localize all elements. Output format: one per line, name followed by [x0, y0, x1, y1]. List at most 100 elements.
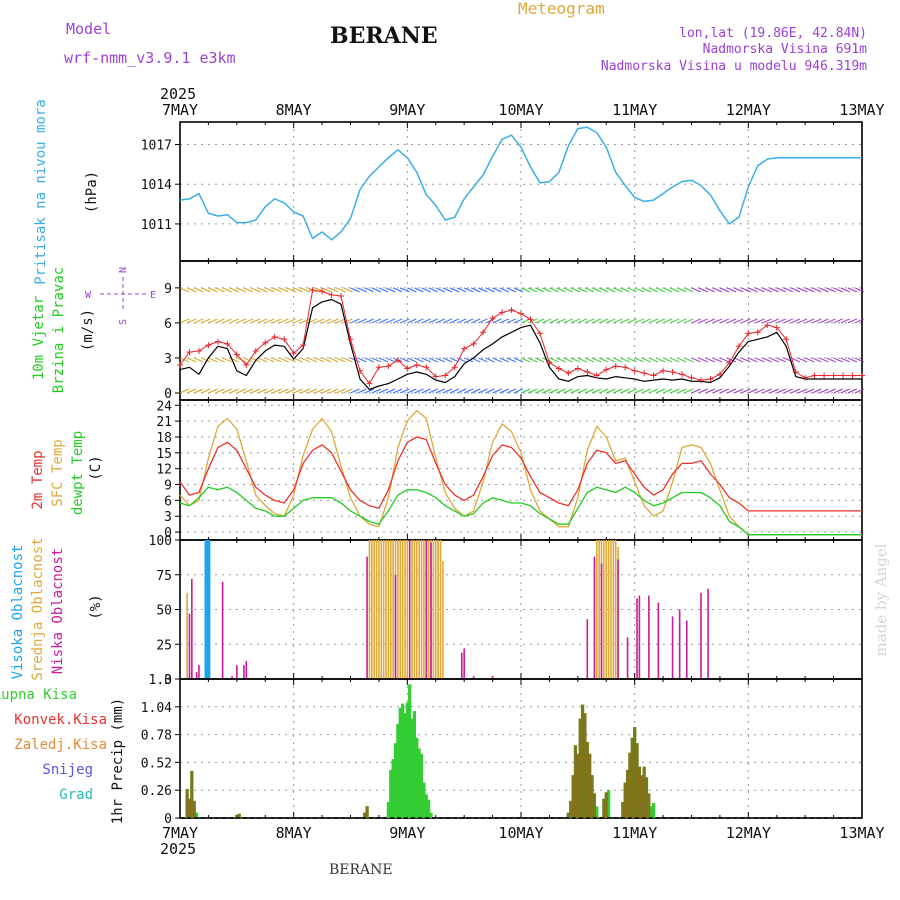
- wind-arrow: [762, 357, 772, 363]
- precip-conv-bar: [566, 812, 570, 818]
- wind-arrow: [797, 357, 808, 363]
- wind-arrow: [741, 318, 751, 324]
- wind-arrow: [783, 287, 794, 293]
- wind-gust-marker: [792, 368, 799, 375]
- lonlat-label: lon,lat (19.86E, 42.84N): [679, 26, 867, 41]
- wind-arrow: [570, 388, 580, 394]
- wind-arrow: [755, 357, 765, 363]
- wind-gust-marker: [271, 333, 278, 340]
- wind-arrow: [847, 357, 857, 363]
- wind-arrow: [854, 318, 865, 324]
- wind-arrow: [357, 287, 367, 293]
- wind-arrow: [293, 357, 303, 363]
- precip-conv-bar: [365, 806, 369, 818]
- wind-arrow: [620, 318, 630, 324]
- wind-arrow: [655, 357, 666, 363]
- cloud-low-bar: [671, 616, 674, 679]
- wind-ylabel-1: 10m Vjetar: [31, 296, 47, 380]
- wind-ytick-label: 0: [164, 387, 172, 402]
- wind-arrow: [357, 357, 367, 363]
- wind-gust-marker: [262, 339, 269, 346]
- wind-arrow: [790, 357, 801, 363]
- wind-arrow: [577, 318, 588, 324]
- wind-gust-marker: [451, 364, 458, 371]
- precip-total-bar: [398, 707, 402, 818]
- wind-arrow: [179, 388, 190, 394]
- wind-arrow: [804, 357, 815, 363]
- cloud-mid-bar: [418, 540, 420, 679]
- temp-ytick-label: 9: [164, 479, 172, 494]
- wind-arrow: [684, 388, 694, 394]
- cloud-ytick-label: 25: [156, 638, 172, 653]
- wind-arrow: [819, 388, 829, 394]
- wind-arrow: [549, 287, 559, 293]
- wind-arrow: [506, 318, 516, 324]
- wind-gust-marker: [385, 363, 392, 370]
- wind-arrow: [826, 287, 836, 293]
- precip-conv-bar: [590, 775, 594, 818]
- wind-arrow: [598, 318, 609, 324]
- wind-arrow: [840, 287, 850, 293]
- precip-conv-bar: [571, 775, 575, 818]
- wind-arrow: [328, 287, 339, 293]
- wind-arrow: [790, 388, 801, 394]
- wind-arrow: [357, 388, 367, 394]
- cloud-mid-bar: [389, 540, 392, 679]
- wind-arrow: [250, 287, 261, 293]
- wind-arrow: [364, 388, 374, 394]
- wind-arrow: [833, 388, 843, 394]
- elevation-label: Nadmorska Visina 691m: [703, 42, 868, 57]
- wind-arrow: [392, 318, 403, 324]
- wind-arrow: [186, 357, 197, 363]
- year-label-top: 2025: [160, 85, 196, 103]
- wind-arrow: [677, 287, 687, 293]
- precip-ytick-label: 0.52: [141, 756, 172, 771]
- wind-arrow: [364, 357, 374, 363]
- wind-arrow: [812, 388, 822, 394]
- wind-arrow: [669, 357, 680, 363]
- wind-arrow: [598, 357, 609, 363]
- wind-arrow: [527, 357, 538, 363]
- wind-arrow: [542, 388, 552, 394]
- wind-arrow: [371, 357, 382, 363]
- wind-gust-marker: [470, 340, 477, 347]
- wind-arrow: [556, 357, 566, 363]
- wind-arrow: [556, 388, 566, 394]
- cloud-low-bar: [198, 665, 200, 679]
- precip-total-bar: [391, 759, 395, 818]
- wind-arrow: [769, 388, 779, 394]
- wind-arrow: [265, 357, 275, 363]
- time-label-bottom: 7MAY: [162, 824, 198, 842]
- wind-gust-marker: [650, 372, 657, 379]
- wind-arrow: [591, 318, 602, 324]
- footer-station: BERANE: [329, 862, 393, 878]
- cloud-unit: (%): [88, 594, 104, 619]
- wind-arrow: [847, 318, 857, 324]
- wind-gust-marker: [574, 365, 581, 372]
- precip-conv-bar: [621, 801, 625, 818]
- wind-gust-marker: [328, 291, 335, 298]
- wind-gust-marker: [243, 361, 250, 368]
- wind-arrow: [407, 318, 417, 324]
- wind-arrow: [463, 357, 474, 363]
- compass-w: W: [85, 290, 92, 301]
- precip-total-bar: [389, 769, 393, 818]
- precip-total-bar: [419, 753, 424, 818]
- precip-total-bar: [427, 799, 431, 818]
- wind-arrow: [790, 318, 801, 324]
- wind-gust-marker: [660, 367, 667, 374]
- wind-arrow: [428, 287, 438, 293]
- precip-conv-bar: [585, 742, 589, 818]
- cloud-mid-bar: [401, 540, 404, 679]
- precip-panel: 0 0.26 0.52 0.78 1.04 1.3: [141, 673, 863, 827]
- cloud-mid-bar: [368, 540, 371, 679]
- time-label-top: 11MAY: [612, 101, 657, 119]
- cloud-low-bar: [243, 665, 245, 679]
- wind-arrow: [286, 318, 296, 324]
- wind-arrow: [201, 318, 211, 324]
- wind-gust-marker: [347, 336, 354, 343]
- wind-gust-marker: [821, 372, 828, 379]
- wind-arrow: [471, 287, 481, 293]
- wind-arrow: [385, 388, 396, 394]
- wind-arrow: [677, 388, 687, 394]
